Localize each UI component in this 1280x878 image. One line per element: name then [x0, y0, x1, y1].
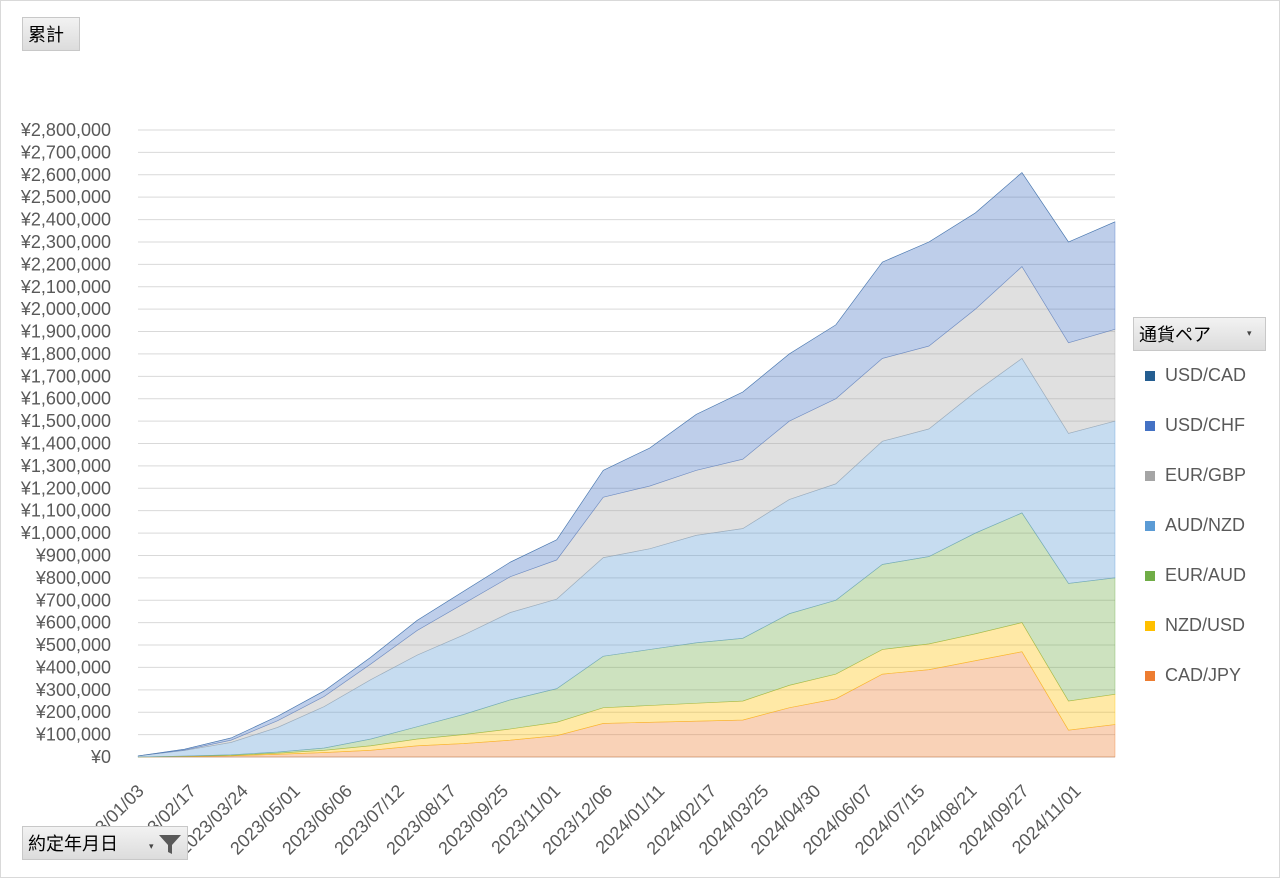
legend-swatch: [1145, 520, 1155, 531]
y-tick-label: ¥200,000: [35, 702, 111, 722]
y-tick-label: ¥1,500,000: [20, 411, 111, 431]
y-tick-label: ¥2,700,000: [20, 142, 111, 162]
legend-swatch: [1145, 470, 1155, 481]
date-field-button[interactable]: 約定年月日 ▾: [22, 826, 188, 860]
legend-label: USD/CAD: [1165, 365, 1247, 385]
legend-swatch: [1145, 620, 1155, 631]
legend-label: EUR/AUD: [1165, 565, 1247, 585]
y-tick-label: ¥400,000: [35, 657, 111, 677]
legend-swatch: [1145, 670, 1155, 681]
y-tick-label: ¥2,100,000: [20, 277, 111, 297]
y-tick-label: ¥1,800,000: [20, 344, 111, 364]
filter-icon: [157, 831, 183, 857]
sum-field-button[interactable]: 累計: [22, 17, 80, 51]
y-tick-label: ¥600,000: [35, 613, 111, 633]
legend-item: USD/CAD: [1145, 365, 1246, 386]
legend-item: AUD/NZD: [1145, 515, 1245, 536]
y-tick-label: ¥0: [90, 747, 111, 767]
y-tick-label: ¥100,000: [35, 725, 111, 745]
sum-field-label: 累計: [28, 25, 64, 45]
y-tick-label: ¥2,000,000: [20, 299, 111, 319]
legend-label: USD/CHF: [1165, 415, 1245, 435]
y-tick-label: ¥2,600,000: [20, 165, 111, 185]
y-tick-label: ¥2,400,000: [20, 210, 111, 230]
legend-item: USD/CHF: [1145, 415, 1245, 436]
legend-label: AUD/NZD: [1165, 515, 1245, 535]
y-tick-label: ¥1,400,000: [20, 434, 111, 454]
y-tick-label: ¥2,300,000: [20, 232, 111, 252]
y-tick-label: ¥500,000: [35, 635, 111, 655]
y-tick-label: ¥1,300,000: [20, 456, 111, 476]
legend-filter-button[interactable]: 通貨ペア ▾: [1133, 317, 1266, 351]
y-tick-label: ¥1,200,000: [20, 478, 111, 498]
y-tick-label: ¥300,000: [35, 680, 111, 700]
y-tick-label: ¥1,100,000: [20, 501, 111, 521]
legend-item: EUR/GBP: [1145, 465, 1246, 486]
y-tick-label: ¥1,900,000: [20, 322, 111, 342]
series-area-usd-cad: [137, 172, 1116, 757]
y-tick-label: ¥1,700,000: [20, 366, 111, 386]
legend-title: 通貨ペア: [1139, 325, 1211, 345]
legend-item: EUR/AUD: [1145, 565, 1246, 586]
y-tick-label: ¥900,000: [35, 545, 111, 565]
legend-label: CAD/JPY: [1165, 665, 1242, 685]
legend-swatch: [1145, 570, 1155, 581]
legend-item: CAD/JPY: [1145, 665, 1241, 686]
y-tick-label: ¥700,000: [35, 590, 111, 610]
y-tick-label: ¥800,000: [35, 568, 111, 588]
y-tick-label: ¥1,600,000: [20, 389, 111, 409]
y-tick-label: ¥2,500,000: [20, 187, 111, 207]
dropdown-arrow-icon: ▾: [149, 841, 154, 851]
legend-item: NZD/USD: [1145, 615, 1245, 636]
legend-swatch: [1145, 420, 1155, 431]
y-tick-label: ¥1,000,000: [20, 523, 111, 543]
legend-swatch: [1145, 370, 1155, 381]
legend-label: NZD/USD: [1165, 615, 1245, 635]
legend-label: EUR/GBP: [1165, 465, 1247, 485]
dropdown-arrow-icon: ▾: [1247, 328, 1252, 338]
y-tick-label: ¥2,200,000: [20, 254, 111, 274]
y-tick-label: ¥2,800,000: [20, 120, 111, 140]
date-field-label: 約定年月日: [28, 834, 118, 854]
